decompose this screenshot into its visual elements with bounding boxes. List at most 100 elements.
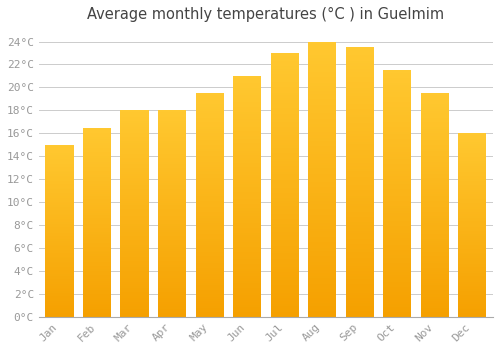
Bar <box>196 212 224 214</box>
Bar <box>233 146 261 148</box>
Bar <box>458 236 486 238</box>
Bar <box>233 225 261 228</box>
Bar <box>233 127 261 129</box>
Bar <box>158 286 186 288</box>
Bar <box>233 295 261 298</box>
Bar <box>120 243 148 245</box>
Bar <box>46 217 74 219</box>
Bar <box>196 225 224 228</box>
Bar <box>158 249 186 251</box>
Bar <box>346 79 374 82</box>
Bar <box>458 164 486 166</box>
Bar <box>383 147 412 149</box>
Bar <box>120 117 148 119</box>
Bar <box>458 203 486 205</box>
Bar <box>346 306 374 309</box>
Bar <box>196 292 224 294</box>
Bar <box>233 278 261 281</box>
Bar <box>196 281 224 283</box>
Bar <box>196 205 224 207</box>
Bar <box>383 171 412 174</box>
Bar <box>383 236 412 238</box>
Bar <box>46 257 74 258</box>
Bar <box>346 120 374 123</box>
Bar <box>308 42 336 44</box>
Bar <box>233 199 261 201</box>
Bar <box>270 303 299 306</box>
Bar <box>421 299 449 301</box>
Bar <box>270 69 299 71</box>
Bar <box>46 310 74 312</box>
Bar <box>120 228 148 230</box>
Bar <box>196 167 224 169</box>
Bar <box>83 303 111 306</box>
Bar <box>458 247 486 249</box>
Bar <box>46 167 74 169</box>
Bar <box>308 220 336 223</box>
Bar <box>120 195 148 197</box>
Bar <box>46 303 74 305</box>
Bar <box>270 198 299 201</box>
Bar <box>83 218 111 220</box>
Bar <box>308 97 336 99</box>
Bar <box>83 236 111 237</box>
Bar <box>158 302 186 304</box>
Bar <box>233 228 261 230</box>
Bar <box>233 90 261 93</box>
Bar <box>383 100 412 102</box>
Bar <box>196 93 224 96</box>
Bar <box>346 250 374 252</box>
Bar <box>120 162 148 164</box>
Bar <box>46 152 74 153</box>
Bar <box>383 92 412 95</box>
Bar <box>46 245 74 246</box>
Bar <box>421 127 449 129</box>
Bar <box>158 315 186 317</box>
Bar <box>158 257 186 259</box>
Bar <box>158 119 186 121</box>
Bar <box>270 161 299 164</box>
Bar <box>383 203 412 206</box>
Bar <box>158 121 186 123</box>
Bar <box>383 238 412 240</box>
Bar <box>308 259 336 262</box>
Bar <box>421 183 449 185</box>
Bar <box>233 254 261 257</box>
Bar <box>196 290 224 292</box>
Bar <box>458 148 486 150</box>
Bar <box>270 201 299 203</box>
Bar <box>308 119 336 121</box>
Bar <box>120 245 148 247</box>
Bar <box>196 185 224 187</box>
Bar <box>120 292 148 294</box>
Bar <box>158 133 186 135</box>
Bar <box>270 251 299 253</box>
Bar <box>83 241 111 243</box>
Bar <box>46 291 74 293</box>
Bar <box>46 160 74 162</box>
Bar <box>83 154 111 156</box>
Bar <box>270 87 299 90</box>
Bar <box>458 296 486 299</box>
Bar <box>233 122 261 124</box>
Bar <box>46 222 74 224</box>
Bar <box>383 220 412 223</box>
Bar <box>83 182 111 184</box>
Bar <box>383 73 412 75</box>
Bar <box>346 201 374 204</box>
Bar <box>196 174 224 176</box>
Bar <box>120 205 148 208</box>
Bar <box>46 157 74 159</box>
Bar <box>421 176 449 178</box>
Bar <box>458 293 486 295</box>
Bar <box>196 165 224 167</box>
Bar <box>458 183 486 185</box>
Bar <box>46 284 74 286</box>
Bar <box>196 230 224 232</box>
Bar <box>233 180 261 182</box>
Bar <box>421 169 449 171</box>
Bar <box>383 201 412 203</box>
Bar <box>270 111 299 114</box>
Bar <box>158 170 186 172</box>
Bar <box>308 198 336 201</box>
